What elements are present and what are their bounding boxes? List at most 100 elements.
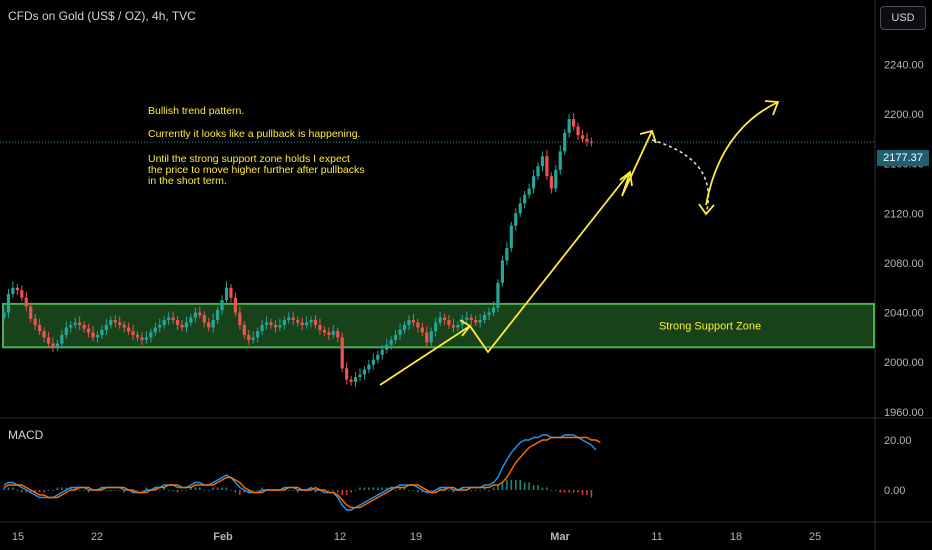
macd-histogram-bar: [243, 490, 246, 493]
candle-body: [189, 317, 193, 323]
macd-histogram-bar: [523, 482, 526, 490]
macd-histogram-bar: [350, 490, 352, 493]
macd-histogram-bar: [69, 487, 72, 490]
macd-label[interactable]: MACD: [8, 428, 44, 442]
macd-histogram-bar: [412, 490, 415, 491]
time-tick-label: 15: [12, 531, 24, 543]
candle-body: [2, 312, 6, 318]
macd-histogram-bar: [555, 490, 557, 491]
candle-body: [211, 320, 215, 328]
price-tick-label: 2080.00: [884, 258, 924, 270]
support-zone-label: Strong Support Zone: [659, 321, 761, 333]
macd-histogram-bar: [510, 480, 513, 490]
macd-histogram-bar: [283, 487, 286, 490]
macd-histogram-bar: [310, 487, 312, 490]
candle-body: [549, 176, 553, 189]
currency-button[interactable]: USD: [880, 6, 926, 30]
macd-histogram-bar: [234, 490, 237, 493]
candle-body: [282, 320, 286, 325]
macd-histogram-bar: [105, 490, 108, 491]
candle-body: [149, 332, 153, 338]
candle-body: [514, 213, 518, 226]
macd-histogram-bar: [417, 490, 419, 493]
macd-histogram-bar: [336, 490, 339, 493]
candle-body: [104, 324, 108, 330]
macd-histogram-bar: [3, 487, 5, 490]
trend-arrow-head-3: [639, 129, 657, 144]
macd-histogram-bar: [408, 490, 410, 491]
candle-body: [340, 337, 344, 369]
candle-body: [518, 203, 522, 214]
macd-histogram-bar: [288, 490, 290, 491]
candle-body: [585, 138, 589, 142]
candle-body: [15, 287, 19, 291]
candle-body: [184, 322, 189, 328]
macd-histogram-bar: [314, 490, 317, 493]
candle-body: [171, 317, 175, 321]
candle-body: [407, 320, 411, 325]
candle-body: [207, 322, 211, 328]
candle-body: [313, 320, 318, 325]
macd-histogram-bar: [145, 487, 148, 490]
candle-body: [233, 297, 237, 313]
time-tick-label: 19: [410, 531, 422, 543]
macd-histogram-bar: [136, 490, 139, 491]
candle-body: [491, 307, 496, 313]
chart-title[interactable]: CFDs on Gold (US$ / OZ), 4h, TVC: [8, 9, 196, 23]
candle-body: [358, 374, 362, 378]
price-tick-label: 2000.00: [884, 357, 924, 369]
candle-body: [336, 331, 340, 338]
macd-histogram-bar: [194, 487, 197, 490]
macd-histogram-bar: [16, 490, 19, 491]
time-axis-ticks[interactable]: 15 22 Feb 12 19 Mar 11 18 25: [12, 531, 821, 543]
candle-body: [256, 331, 260, 338]
macd-histogram-bar: [118, 490, 121, 491]
time-tick-label: 18: [730, 531, 742, 543]
macd-histogram-bar: [296, 490, 299, 493]
candle-body: [113, 320, 117, 323]
macd-histogram-bar: [514, 480, 517, 490]
candle-body: [402, 324, 407, 330]
candle-body: [456, 324, 460, 328]
macd-histogram-bar: [488, 490, 490, 491]
macd-histogram-bar: [261, 487, 263, 490]
macd-histogram-bar: [61, 487, 63, 490]
candle-body: [51, 343, 55, 348]
price-axis-ticks[interactable]: 1960.002000.002040.002080.002120.002160.…: [884, 10, 924, 419]
candle-body: [153, 327, 157, 333]
candle-body: [118, 322, 122, 325]
macd-tick-label: 0.00: [884, 485, 905, 497]
macd-histogram-bar: [541, 487, 544, 490]
pullback-arrow: [651, 139, 710, 215]
pullback-arrow-head: [698, 203, 715, 216]
candle-body: [269, 322, 273, 325]
macd-histogram-bar: [448, 490, 450, 491]
candle-body: [167, 317, 171, 321]
macd-histogram-bar: [252, 490, 254, 491]
candles: [2, 112, 593, 387]
macd-histogram-bar: [212, 487, 214, 490]
candle-body: [425, 332, 429, 343]
macd-histogram-bar: [470, 490, 473, 491]
current-price-label: 2177.37: [877, 150, 929, 166]
macd-histogram-bar: [163, 487, 165, 490]
macd-histogram-bar: [247, 490, 250, 493]
candle-body: [291, 317, 295, 321]
macd-histogram-bar: [452, 490, 455, 493]
candle-body: [109, 320, 113, 325]
macd-histogram-bar: [132, 490, 134, 493]
candle-body: [398, 329, 402, 335]
candle-body: [260, 324, 264, 332]
candle-body: [545, 156, 549, 177]
candle-body: [438, 317, 442, 323]
candle-body: [576, 126, 580, 136]
macd-histogram-bar: [497, 485, 499, 490]
candle-body: [385, 344, 389, 350]
candle-body: [371, 359, 375, 365]
macd-tick-label: 20.00: [884, 435, 912, 447]
macd-histogram-bar: [528, 482, 530, 490]
macd-histogram-bar: [425, 490, 428, 493]
candle-body: [523, 194, 527, 204]
